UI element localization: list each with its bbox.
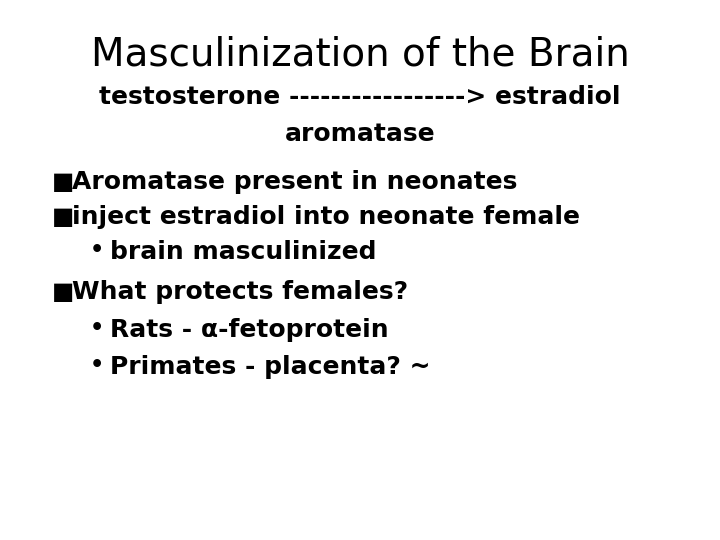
- Text: Masculinization of the Brain: Masculinization of the Brain: [91, 35, 629, 73]
- Text: brain masculinized: brain masculinized: [110, 240, 377, 264]
- Text: ■: ■: [52, 170, 74, 194]
- Text: Rats - α-fetoprotein: Rats - α-fetoprotein: [110, 318, 389, 342]
- Text: •: •: [90, 355, 104, 375]
- Text: aromatase: aromatase: [284, 122, 436, 146]
- Text: ■: ■: [52, 280, 74, 304]
- Text: testosterone -----------------> estradiol: testosterone -----------------> estradio…: [99, 85, 621, 109]
- Text: inject estradiol into neonate female: inject estradiol into neonate female: [72, 205, 580, 229]
- Text: •: •: [90, 240, 104, 260]
- Text: ■: ■: [52, 205, 74, 229]
- Text: •: •: [90, 318, 104, 338]
- Text: What protects females?: What protects females?: [72, 280, 408, 304]
- Text: Primates - placenta? ~: Primates - placenta? ~: [110, 355, 431, 379]
- Text: Aromatase present in neonates: Aromatase present in neonates: [72, 170, 518, 194]
